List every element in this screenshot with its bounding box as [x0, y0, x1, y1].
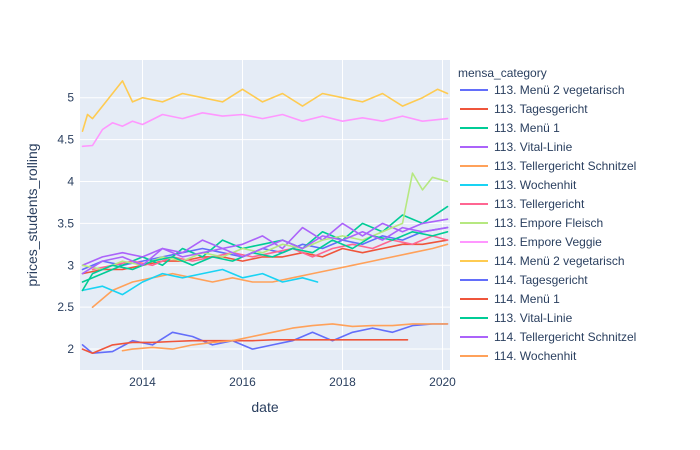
legend-entry-label: 113. Vital-Linie — [494, 140, 573, 154]
y-tick-label: 3 — [67, 258, 74, 272]
legend-entry-label: 113. Empore Veggie — [494, 235, 602, 249]
series-line-14 — [121, 323, 449, 352]
x-tick-label: 2014 — [129, 375, 156, 389]
legend-entry-label: 114. Menü 1 — [494, 292, 560, 306]
series-line-13 — [81, 226, 449, 275]
legend-entry-label: 113. Menü 1 — [494, 121, 560, 135]
legend-entry-label: 114. Tagesgericht — [494, 273, 588, 287]
legend-entry-label: 113. Tagesgericht — [494, 102, 588, 116]
series-line-3 — [81, 218, 449, 267]
series-line-8 — [81, 112, 449, 148]
legend-entry-label: 113. Tellergericht Schnitzel — [494, 159, 636, 173]
series-line-5 — [81, 268, 319, 296]
legend: mensa_category 113. Menü 2 vegetarisch 11… — [458, 66, 636, 363]
x-tick-label: 2018 — [329, 375, 356, 389]
x-axis-title: date — [251, 399, 278, 415]
legend-entry-label: 113. Tellergericht — [494, 197, 585, 211]
y-tick-label: 5 — [67, 91, 74, 105]
y-tick-label: 2.5 — [57, 300, 74, 314]
y-axis-title: prices_students_rolling — [24, 143, 40, 286]
y-tick-label: 4 — [67, 174, 74, 188]
series-line-9 — [81, 80, 449, 132]
legend-entry-label: 113. Empore Fleisch — [494, 216, 603, 230]
series-line-12 — [81, 231, 449, 292]
y-tick-label: 4.5 — [57, 133, 74, 147]
y-axis-ticks: 2 2.5 3 3.5 4 4.5 5 — [57, 91, 74, 356]
y-tick-label: 2 — [67, 342, 74, 356]
x-tick-label: 2016 — [229, 375, 256, 389]
series-line-11 — [81, 338, 409, 355]
legend-title: mensa_category — [458, 66, 547, 80]
legend-entry-label: 114. Menü 2 vegetarisch — [494, 254, 625, 268]
legend-entry-label: 114. Wochenhit — [494, 349, 577, 363]
plot-background — [80, 60, 450, 370]
series-lines — [81, 80, 449, 355]
legend-entry-label: 114. Tellergericht Schnitzel — [494, 330, 636, 344]
series-line-10 — [81, 323, 449, 355]
x-axis-ticks: 2014 2016 2018 2020 — [129, 375, 456, 389]
legend-entry-label: 113. Menü 2 vegetarisch — [494, 83, 625, 97]
y-tick-label: 3.5 — [57, 216, 74, 230]
legend-entry-label: 113. Vital-Linie — [494, 311, 573, 325]
legend-entry-label: 113. Wochenhit — [494, 178, 577, 192]
x-tick-label: 2020 — [429, 375, 456, 389]
